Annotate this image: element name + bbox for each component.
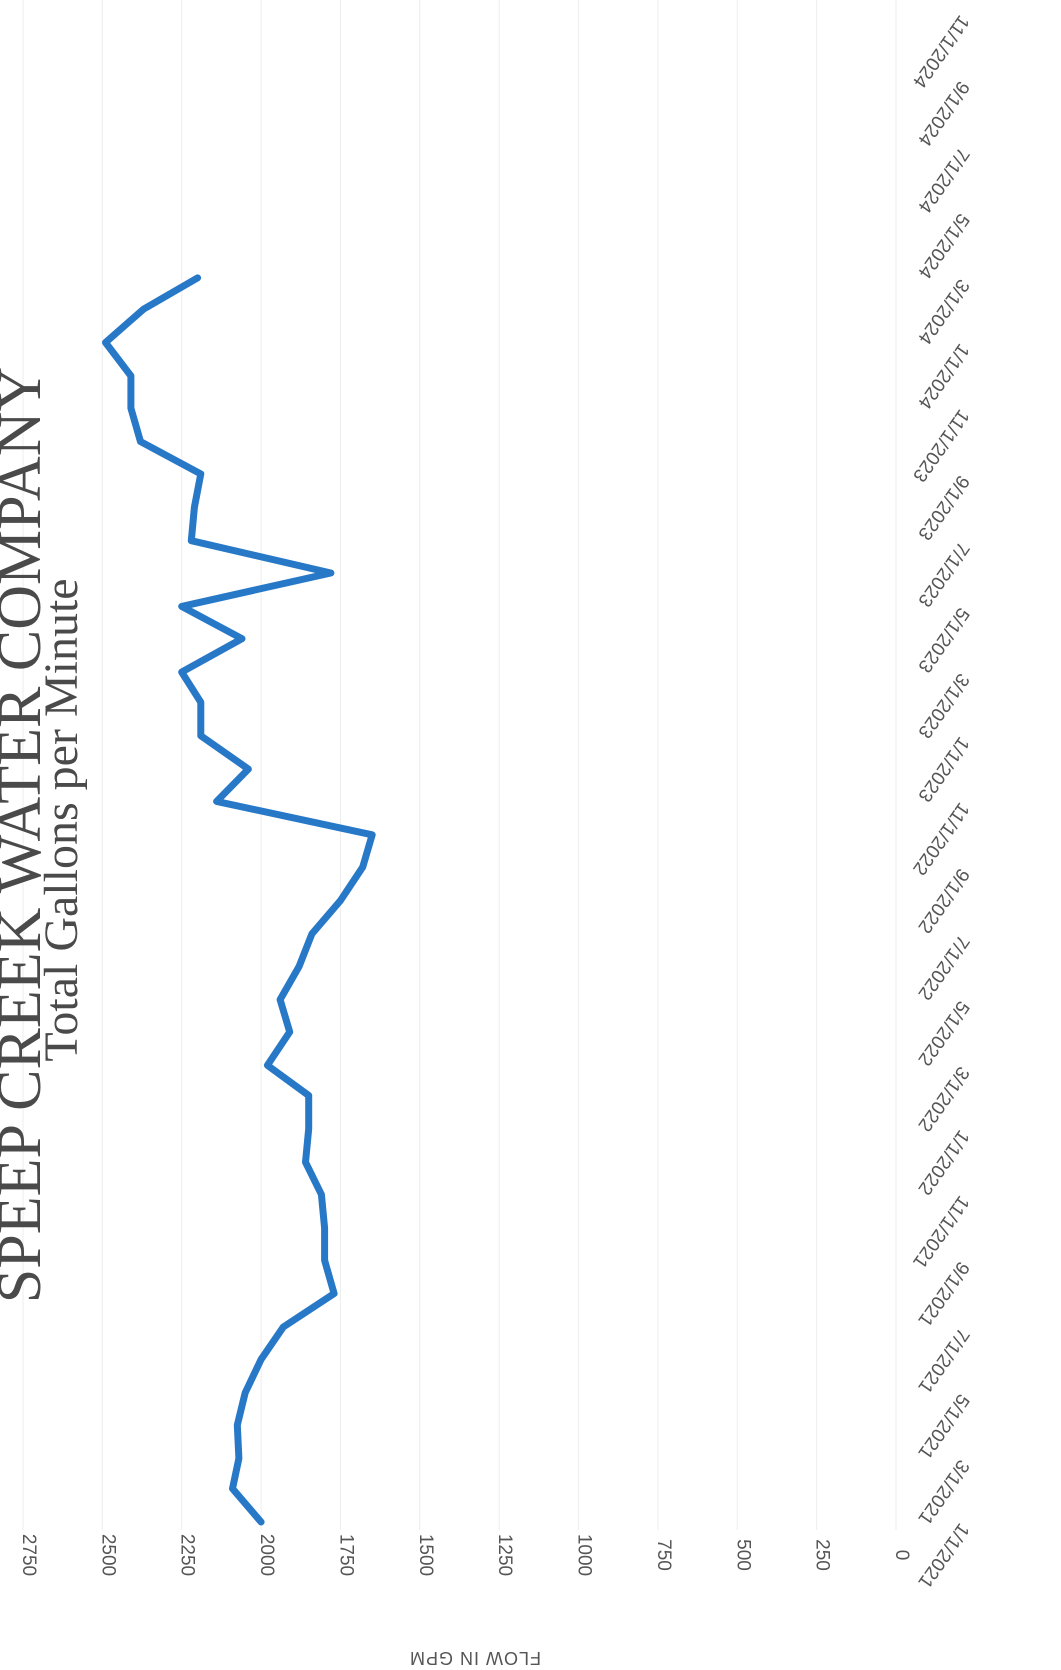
y-tick-label: 0: [891, 1550, 912, 1561]
x-axis-ticks: 1/1/20213/1/20215/1/20217/1/20219/1/2021…: [908, 11, 973, 1592]
y-tick-label: 1000: [574, 1534, 595, 1576]
y-tick-label: 1500: [415, 1534, 436, 1576]
x-tick-label: 11/1/2023: [908, 405, 973, 485]
x-tick-label: 3/1/2022: [913, 1062, 973, 1135]
y-tick-label: 250: [812, 1539, 833, 1571]
x-tick-label: 3/1/2021: [913, 1456, 973, 1529]
x-tick-label: 1/1/2024: [913, 340, 973, 413]
y-tick-label: 2500: [97, 1534, 118, 1576]
gridlines: [23, 0, 896, 1530]
y-tick-label: 2250: [177, 1534, 198, 1576]
chart-subtitle: Total Gallons per Minute: [35, 578, 88, 1061]
x-tick-label: 11/1/2024: [908, 11, 973, 91]
x-tick-label: 1/1/2023: [913, 733, 973, 806]
x-tick-label: 5/1/2021: [913, 1390, 973, 1463]
y-tick-label: 1750: [335, 1534, 356, 1576]
y-axis-ticks: 0 250 500 750 1000 1250 1500 1750 2000 2250 2500 27…: [18, 1534, 912, 1576]
x-tick-label: 3/1/2023: [913, 669, 973, 742]
series-layer: [106, 278, 373, 1522]
x-tick-label: 11/1/2021: [908, 1192, 973, 1272]
series-line: [106, 278, 373, 1522]
x-tick-label: 7/1/2022: [913, 931, 973, 1004]
x-tick-label: 7/1/2024: [913, 144, 973, 217]
y-tick-label: 500: [732, 1539, 753, 1571]
x-tick-label: 1/1/2022: [913, 1126, 973, 1199]
x-tick-label: 1/1/2021: [913, 1519, 973, 1592]
x-tick-label: 5/1/2023: [913, 604, 973, 677]
x-tick-label: 5/1/2022: [913, 997, 973, 1070]
y-tick-label: 2750: [18, 1534, 39, 1576]
y-tick-label: 1250: [494, 1534, 515, 1576]
x-tick-label: 7/1/2021: [913, 1324, 973, 1397]
y-tick-label: 750: [653, 1539, 674, 1571]
y-tick-label: 2000: [256, 1534, 277, 1576]
x-tick-label: 7/1/2023: [913, 538, 973, 611]
x-tick-label: 5/1/2024: [913, 209, 973, 282]
y-axis-title: FLOW IN GPM: [409, 1648, 541, 1668]
x-tick-label: 3/1/2024: [913, 275, 973, 348]
x-tick-label: 11/1/2022: [908, 799, 973, 879]
